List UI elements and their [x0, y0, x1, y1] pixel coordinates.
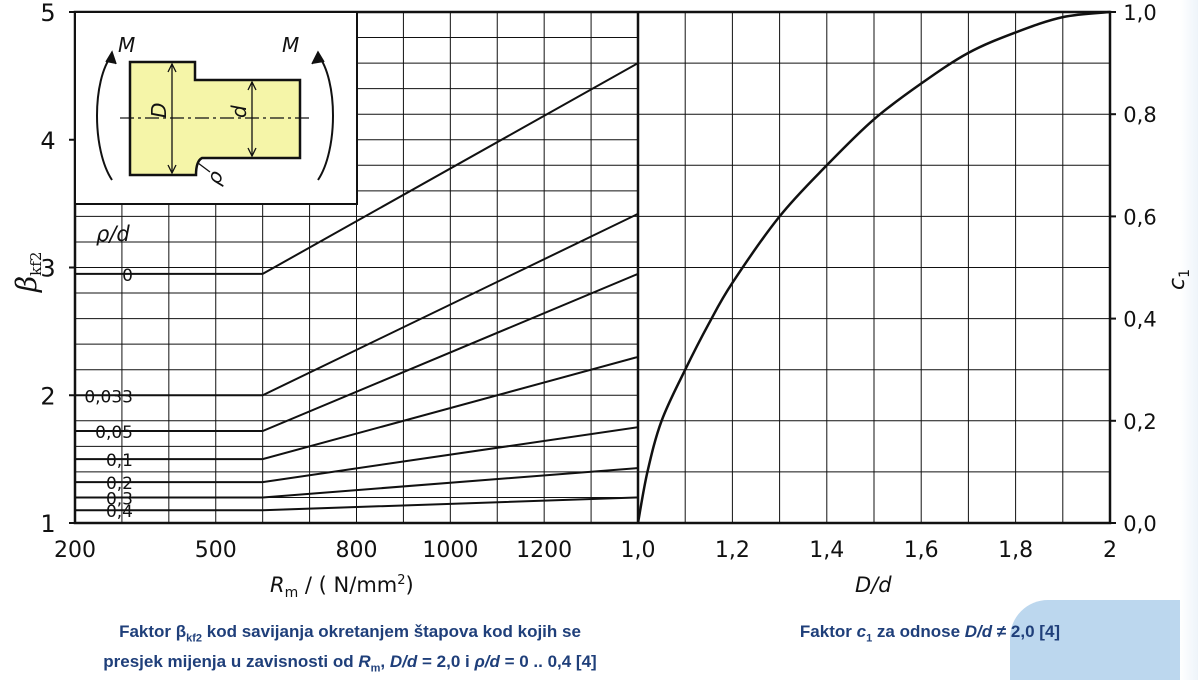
- y-tick-label: 0,8: [1123, 103, 1156, 127]
- right-y-axis-title: c1: [1165, 269, 1193, 290]
- caption-left-line-2: presjek mijenja u zavisnosti od Rm, D/d …: [103, 652, 597, 675]
- c1-curve: [636, 10, 1111, 524]
- y-tick-label: 3: [40, 255, 55, 283]
- y-tick-label: 1: [40, 510, 55, 538]
- x-tick-label: 2: [1103, 538, 1117, 563]
- y-tick-label: 0,0: [1123, 512, 1156, 536]
- series-line-rho-1: [75, 212, 639, 397]
- x-tick-label: 1200: [516, 538, 572, 563]
- y-tick-label: 1,0: [1123, 1, 1156, 25]
- series-label-rho-5: 0,3: [106, 489, 133, 509]
- series-line-rho-0: [75, 62, 639, 275]
- series-labels: 0 0,033 0,05 0,1 0,20,30,4: [84, 266, 133, 522]
- series-label-rho-6: 0,4: [106, 502, 133, 522]
- y-tick-label: 0,4: [1123, 308, 1156, 332]
- decorative-accent-shape: [1010, 600, 1198, 680]
- series-line-rho-3: [75, 355, 639, 461]
- caption-left-line-1: Faktor βkf2 kod savijanja okretanjem šta…: [119, 622, 581, 645]
- left-y-axis-title: βkf2: [10, 252, 45, 293]
- inset-label-m-right: M: [282, 33, 299, 57]
- y-tick-label: 5: [40, 0, 55, 27]
- decorative-accent-strip: [1180, 0, 1198, 680]
- x-tick-label: 1000: [422, 538, 478, 563]
- caption-right: Faktor c1 za odnose D/d ≠ 2,0 [4]: [799, 622, 1061, 645]
- right-chart-series: [636, 10, 1111, 524]
- series-label-rho-2: 0,05: [95, 423, 133, 443]
- x-tick-label: 1,4: [809, 538, 844, 563]
- y-tick-label: 0,2: [1123, 410, 1156, 434]
- y-tick-label: 4: [40, 127, 55, 155]
- inset-label-big-d: D: [147, 103, 171, 118]
- grid: [69, 10, 1116, 525]
- series-line-rho-2: [75, 272, 639, 433]
- axis-titles: Rm / ( N/mm2) D/d βkf2 c1 ρ/d: [10, 222, 1193, 600]
- x-tick-label: 1,8: [998, 538, 1033, 563]
- x-tick-label: 1,2: [715, 538, 750, 563]
- legend-title-rho-d: ρ/d: [96, 222, 130, 246]
- right-x-axis-title: D/d: [855, 573, 892, 597]
- series-label-rho-1: 0,033: [84, 387, 133, 407]
- series-line-rho-5: [75, 467, 639, 499]
- x-tick-label: 800: [336, 538, 378, 563]
- inset-shaft-diagram: M M D d ρ: [74, 11, 358, 205]
- series-label-rho-4: 0,2: [106, 474, 133, 494]
- inset-label-m-left: M: [118, 33, 135, 57]
- x-tick-label: 1,0: [621, 538, 656, 563]
- x-tick-label: 500: [195, 538, 237, 563]
- y-tick-label: 0,6: [1123, 205, 1156, 229]
- series-line-rho-4: [75, 426, 639, 484]
- caption-left: Faktor βkf2 kod savijanja okretanjem šta…: [30, 620, 670, 681]
- chart-figure: M M D d ρ 200 500 800 1000 1200 1 2 3 4 5 1,0 1,2 1,…: [10, 0, 1193, 600]
- left-chart-series: [75, 62, 639, 512]
- x-tick-label: 1,6: [904, 538, 939, 563]
- left-x-axis-title: Rm / ( N/mm2): [270, 573, 414, 600]
- inset-label-small-d: d: [227, 105, 251, 118]
- x-tick-label: 200: [54, 538, 96, 563]
- series-label-rho-3: 0,1: [106, 451, 133, 471]
- series-label-rho-0: 0: [122, 266, 133, 286]
- series-line-rho-6: [75, 496, 639, 512]
- y-tick-label: 2: [40, 382, 55, 410]
